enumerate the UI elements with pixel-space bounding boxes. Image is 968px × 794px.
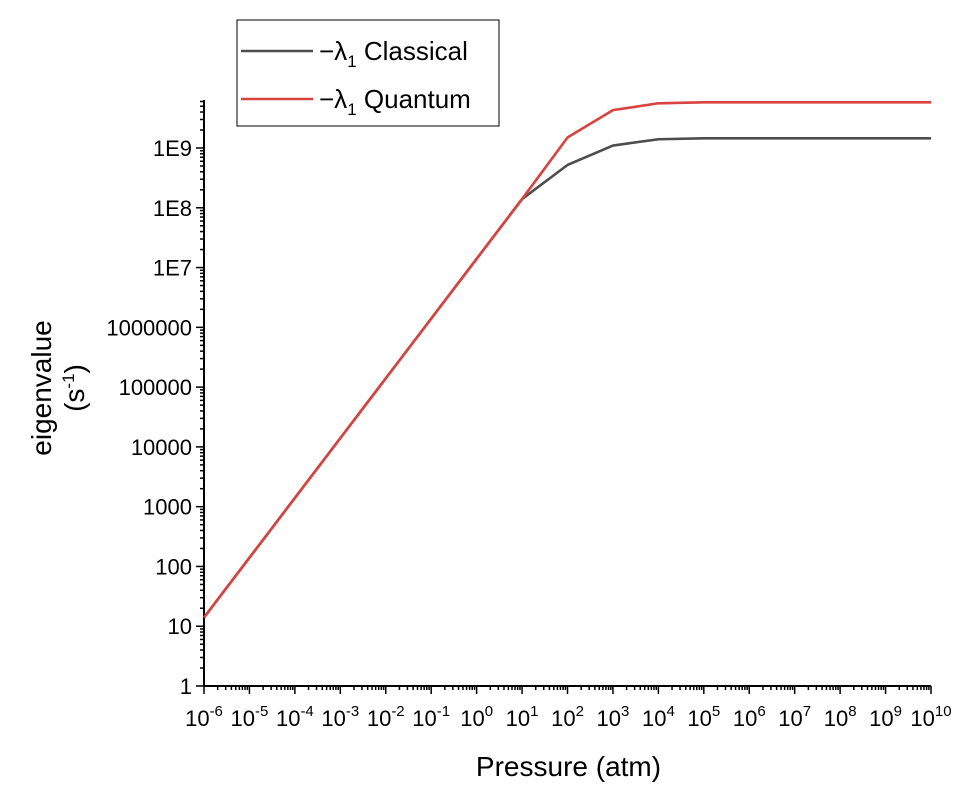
legend-series-name: Classical [357,36,468,66]
y-tick-label: 10000 [131,435,192,460]
x-tick-exponent: 0 [485,703,493,720]
x-tick-label: 108 [824,703,857,731]
x-tick-exponent: -4 [300,703,313,720]
x-tick-label: 10-1 [412,703,450,731]
legend-series-name: Quantum [357,84,471,114]
y-tick-label: 100 [155,554,192,579]
x-tick-label: 10-6 [185,703,223,731]
x-tick-label: 104 [642,703,675,731]
x-tick-base: 10 [321,706,345,731]
legend-box [236,19,500,127]
x-tick-label: 1010 [910,703,951,731]
legend-label-quantum: −λ1 Quantum [319,84,471,119]
legend-lambda-subscript: 1 [347,100,356,119]
x-tick-label: 107 [778,703,811,731]
x-tick-base: 10 [597,706,621,731]
x-tick-base: 10 [231,706,255,731]
x-tick-base: 10 [733,706,757,731]
y-axis-title: eigenvalue [26,320,57,455]
y-tick-label: 100000 [119,375,192,400]
x-tick-label: 10-5 [231,703,269,731]
x-tick-base: 10 [824,706,848,731]
x-tick-label: 105 [687,703,720,731]
x-tick-base: 10 [460,706,484,731]
x-tick-base: 10 [687,706,711,731]
x-tick-label: 100 [460,703,493,731]
x-tick-base: 10 [642,706,666,731]
x-tick-exponent: 1 [530,703,538,720]
y-unit-exponent: -1 [59,373,78,388]
series-line-classical [202,137,931,619]
x-tick-exponent: 9 [894,703,902,720]
y-unit-base: (s [59,389,90,412]
legend-lambda-symbol: −λ [319,36,347,66]
y-axis-unit: (s-1) [59,364,90,412]
x-tick-base: 10 [869,706,893,731]
x-tick-label: 103 [597,703,630,731]
series-line-quantum [202,101,931,619]
x-tick-exponent: 7 [803,703,811,720]
x-tick-exponent: -1 [437,703,450,720]
x-tick-label: 10-2 [367,703,405,731]
y-tick-label: 1000000 [106,315,192,340]
x-tick-label: 10-4 [276,703,314,731]
y-tick-label: 1 [180,674,192,699]
x-tick-label: 109 [869,703,902,731]
legend-label-classical: −λ1 Classical [319,36,468,71]
x-axis-title: Pressure (atm) [476,751,661,782]
plot-area: 11010010001000010000010000001E71E81E910-… [26,19,952,782]
x-tick-base: 10 [185,706,209,731]
y-tick-label: 1E9 [153,136,192,161]
x-tick-exponent: 2 [576,703,584,720]
x-tick-base: 10 [551,706,575,731]
x-tick-exponent: -2 [391,703,404,720]
x-tick-exponent: 3 [621,703,629,720]
y-tick-label: 1E7 [153,256,192,281]
x-tick-exponent: -6 [210,703,223,720]
y-tick-label: 1E8 [153,196,192,221]
x-tick-base: 10 [778,706,802,731]
x-tick-exponent: -3 [346,703,359,720]
x-tick-exponent: -5 [255,703,268,720]
x-tick-base: 10 [506,706,530,731]
x-tick-exponent: 10 [935,703,952,720]
x-tick-exponent: 5 [712,703,720,720]
legend-lambda-symbol: −λ [319,84,347,114]
x-tick-label: 101 [506,703,539,731]
y-tick-label: 10 [168,614,192,639]
x-tick-label: 102 [551,703,584,731]
y-unit-close: ) [59,364,90,373]
x-tick-base: 10 [910,706,934,731]
x-tick-base: 10 [276,706,300,731]
x-tick-exponent: 4 [666,703,674,720]
x-tick-base: 10 [367,706,391,731]
x-tick-base: 10 [412,706,436,731]
x-tick-exponent: 6 [757,703,765,720]
y-tick-label: 1000 [143,495,192,520]
x-tick-label: 106 [733,703,766,731]
x-tick-exponent: 8 [848,703,856,720]
legend-lambda-subscript: 1 [347,52,356,71]
x-tick-label: 10-3 [321,703,359,731]
